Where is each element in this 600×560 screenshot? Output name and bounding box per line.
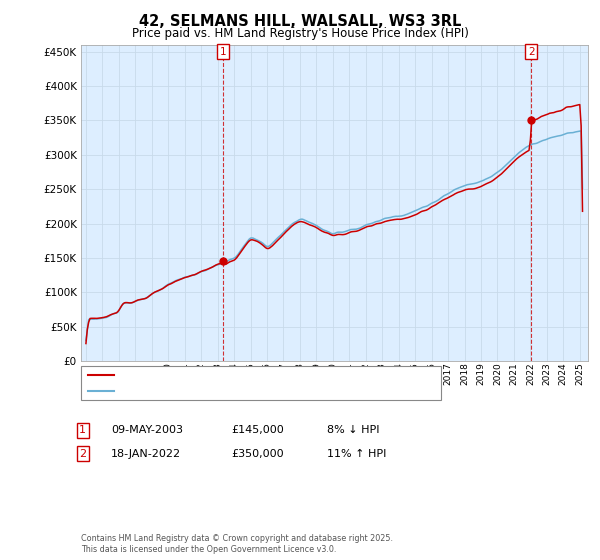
Text: 42, SELMANS HILL, WALSALL, WS3 3RL: 42, SELMANS HILL, WALSALL, WS3 3RL <box>139 14 461 29</box>
Text: 09-MAY-2003: 09-MAY-2003 <box>111 425 183 435</box>
Text: 18-JAN-2022: 18-JAN-2022 <box>111 449 181 459</box>
Text: HPI: Average price, detached house, Walsall: HPI: Average price, detached house, Wals… <box>118 386 338 396</box>
Text: 11% ↑ HPI: 11% ↑ HPI <box>327 449 386 459</box>
Text: £350,000: £350,000 <box>231 449 284 459</box>
Text: 8% ↓ HPI: 8% ↓ HPI <box>327 425 380 435</box>
Text: 2: 2 <box>528 46 535 57</box>
Text: 42, SELMANS HILL, WALSALL, WS3 3RL (detached house): 42, SELMANS HILL, WALSALL, WS3 3RL (deta… <box>118 370 403 380</box>
Text: £145,000: £145,000 <box>231 425 284 435</box>
Text: 1: 1 <box>220 46 227 57</box>
Text: Price paid vs. HM Land Registry's House Price Index (HPI): Price paid vs. HM Land Registry's House … <box>131 27 469 40</box>
Text: 1: 1 <box>79 425 86 435</box>
Text: Contains HM Land Registry data © Crown copyright and database right 2025.
This d: Contains HM Land Registry data © Crown c… <box>81 534 393 554</box>
Text: 2: 2 <box>79 449 86 459</box>
